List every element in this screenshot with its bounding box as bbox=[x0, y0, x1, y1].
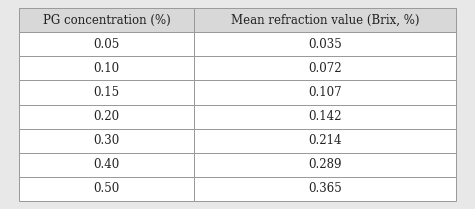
Bar bbox=[194, 8, 456, 32]
Text: 0.214: 0.214 bbox=[308, 134, 342, 147]
Text: 0.15: 0.15 bbox=[93, 86, 120, 99]
Bar bbox=[19, 129, 194, 153]
Bar bbox=[19, 56, 194, 80]
Bar bbox=[19, 80, 194, 104]
Bar bbox=[19, 177, 194, 201]
Bar bbox=[19, 104, 194, 129]
Text: 0.072: 0.072 bbox=[308, 62, 342, 75]
Text: 0.035: 0.035 bbox=[308, 38, 342, 51]
Bar bbox=[194, 32, 456, 56]
Text: 0.365: 0.365 bbox=[308, 182, 342, 195]
Text: 0.142: 0.142 bbox=[308, 110, 342, 123]
Bar bbox=[19, 8, 194, 32]
Bar bbox=[194, 153, 456, 177]
Text: 0.289: 0.289 bbox=[308, 158, 342, 171]
Bar bbox=[194, 56, 456, 80]
Text: 0.05: 0.05 bbox=[93, 38, 120, 51]
Text: 0.30: 0.30 bbox=[93, 134, 120, 147]
Bar bbox=[19, 153, 194, 177]
Bar bbox=[19, 32, 194, 56]
Bar bbox=[194, 80, 456, 104]
Text: 0.107: 0.107 bbox=[308, 86, 342, 99]
Bar bbox=[194, 104, 456, 129]
Text: PG concentration (%): PG concentration (%) bbox=[43, 14, 170, 27]
Bar bbox=[194, 129, 456, 153]
Text: Mean refraction value (Brix, %): Mean refraction value (Brix, %) bbox=[231, 14, 419, 27]
Text: 0.10: 0.10 bbox=[93, 62, 120, 75]
Text: 0.40: 0.40 bbox=[93, 158, 120, 171]
Bar bbox=[194, 177, 456, 201]
Text: 0.50: 0.50 bbox=[93, 182, 120, 195]
Text: 0.20: 0.20 bbox=[93, 110, 120, 123]
